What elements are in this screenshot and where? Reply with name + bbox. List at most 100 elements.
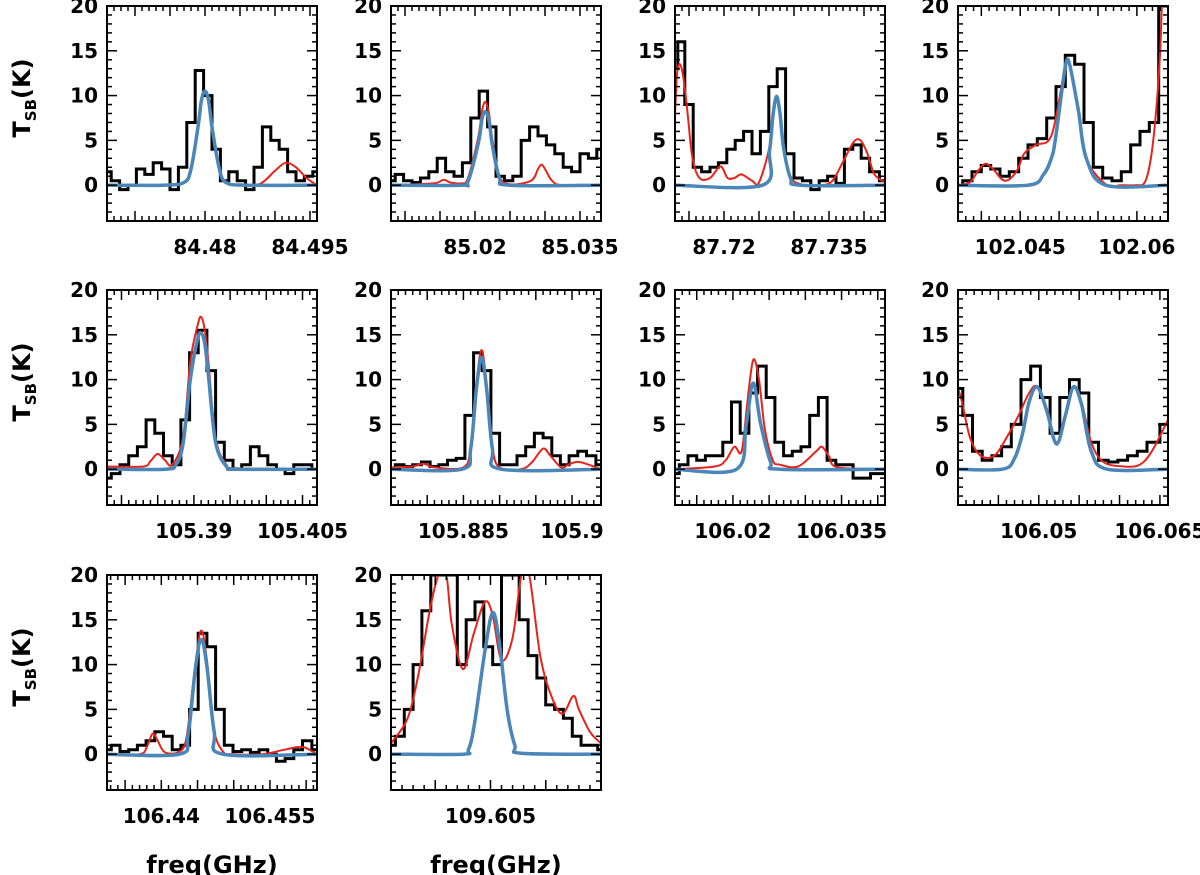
- y-tick-label: 0: [368, 173, 382, 197]
- spectrum-panel: 0 5 10 15 20 102.045 102.06: [921, 0, 1175, 259]
- y-axis-label: TSB(K): [8, 627, 40, 706]
- spectrum-panel: 0 5 10 15 20 106.05 106.065: [921, 278, 1200, 543]
- y-tick-label: 10: [638, 84, 666, 108]
- y-tick-label: 10: [921, 84, 949, 108]
- observed-spectrum-line: [391, 351, 601, 471]
- y-tick-label: 10: [354, 653, 382, 677]
- y-tick-label: 10: [354, 84, 382, 108]
- x-tick-label: 85.035: [541, 235, 618, 259]
- spectrum-panel: 0 5 10 15 20 87.72 87.735: [638, 0, 886, 259]
- plot-area: [675, 40, 885, 192]
- observed-spectrum-line: [391, 575, 601, 752]
- x-axis-label: freq(GHz): [430, 851, 561, 875]
- plot-area: [391, 575, 601, 757]
- x-tick-label: 106.05: [1000, 519, 1077, 543]
- y-tick-label: 20: [638, 278, 666, 302]
- total-model-line: [107, 629, 317, 756]
- y-tick-label: 0: [935, 173, 949, 197]
- observed-spectrum-line: [675, 364, 885, 480]
- y-tick-label: 15: [70, 39, 98, 63]
- x-tick-label: 87.72: [692, 235, 755, 259]
- x-tick-label: 105.405: [257, 519, 348, 543]
- x-tick-label: 109.605: [445, 804, 536, 828]
- x-tick-label: 102.045: [975, 235, 1066, 259]
- y-tick-label: 5: [84, 412, 98, 436]
- y-tick-label: 20: [70, 563, 98, 587]
- fit-line: [107, 637, 317, 758]
- plot-area: [391, 348, 601, 473]
- y-tick-label: 15: [70, 608, 98, 632]
- spectrum-panel: 0 5 10 15 20 109.605 freq(GHz): [354, 563, 602, 875]
- y-tick-label: 20: [70, 278, 98, 302]
- x-tick-label: 105.885: [418, 519, 509, 543]
- spectrum-panel: 0 5 10 15 20 106.44 106.455 TSB(K) freq(GHz): [8, 563, 318, 875]
- plot-area: [958, 6, 1168, 189]
- y-tick-label: 15: [70, 323, 98, 347]
- x-tick-label: 106.065: [1114, 519, 1200, 543]
- y-tick-label: 20: [354, 563, 382, 587]
- x-tick-label: 102.06: [1098, 235, 1175, 259]
- y-tick-label: 15: [354, 323, 382, 347]
- fit-line: [391, 355, 601, 473]
- x-tick-label: 106.035: [796, 519, 887, 543]
- y-tick-label: 5: [652, 412, 666, 436]
- plot-area: [675, 358, 885, 480]
- y-tick-label: 20: [921, 0, 949, 18]
- panel-frame: [390, 574, 602, 791]
- y-tick-label: 15: [921, 39, 949, 63]
- y-tick-label: 10: [921, 368, 949, 392]
- y-tick-label: 5: [652, 128, 666, 152]
- y-tick-label: 15: [921, 323, 949, 347]
- y-tick-label: 5: [84, 128, 98, 152]
- spectrum-panel: 0 5 10 15 20 105.885 105.9: [354, 278, 604, 543]
- y-tick-label: 20: [70, 0, 98, 18]
- y-tick-label: 10: [638, 368, 666, 392]
- y-tick-label: 5: [368, 128, 382, 152]
- y-tick-label: 0: [652, 457, 666, 481]
- y-tick-label: 10: [70, 368, 98, 392]
- fit-line: [391, 109, 601, 188]
- fit-line: [107, 330, 317, 472]
- observed-spectrum-line: [391, 89, 601, 184]
- x-tick-label: 87.735: [790, 235, 867, 259]
- y-tick-label: 0: [368, 742, 382, 766]
- fit-line: [675, 381, 885, 475]
- total-model-line: [391, 348, 601, 472]
- spectrum-panel: 0 5 10 15 20 105.39 105.405 TSB(K): [8, 278, 348, 543]
- y-tick-label: 0: [368, 457, 382, 481]
- y-tick-label: 15: [354, 608, 382, 632]
- y-tick-label: 15: [638, 323, 666, 347]
- spectrum-panel: 0 5 10 15 20 106.02 106.035: [638, 278, 887, 543]
- y-tick-label: 0: [84, 742, 98, 766]
- observed-spectrum-line: [958, 364, 1168, 464]
- y-tick-label: 5: [84, 697, 98, 721]
- x-tick-label: 105.9: [540, 519, 603, 543]
- fit-line: [958, 384, 1168, 473]
- plot-area: [107, 315, 317, 480]
- panel-frame: [957, 5, 1169, 222]
- fit-line: [391, 610, 601, 757]
- spectrum-panel: 0 5 10 15 20 84.48 84.495 TSB(K): [8, 0, 349, 259]
- y-tick-label: 5: [368, 697, 382, 721]
- observed-spectrum-line: [958, 6, 1168, 187]
- y-tick-label: 0: [935, 457, 949, 481]
- plot-area: [391, 89, 601, 188]
- fit-line: [958, 57, 1168, 189]
- y-tick-label: 20: [354, 0, 382, 18]
- x-tick-label: 106.02: [694, 519, 771, 543]
- y-tick-label: 10: [70, 84, 98, 108]
- total-model-line: [675, 358, 885, 471]
- panel-frame: [390, 289, 602, 506]
- panel-frame: [390, 5, 602, 222]
- x-tick-label: 85.02: [443, 235, 506, 259]
- y-axis-label: TSB(K): [8, 342, 40, 421]
- y-tick-label: 5: [935, 412, 949, 436]
- y-tick-label: 15: [354, 39, 382, 63]
- spectrum-panel: 0 5 10 15 20 85.02 85.035: [354, 0, 618, 259]
- y-tick-label: 10: [70, 653, 98, 677]
- total-model-line: [391, 575, 601, 745]
- y-tick-label: 0: [84, 173, 98, 197]
- x-tick-label: 106.455: [224, 804, 315, 828]
- fit-line: [107, 89, 317, 188]
